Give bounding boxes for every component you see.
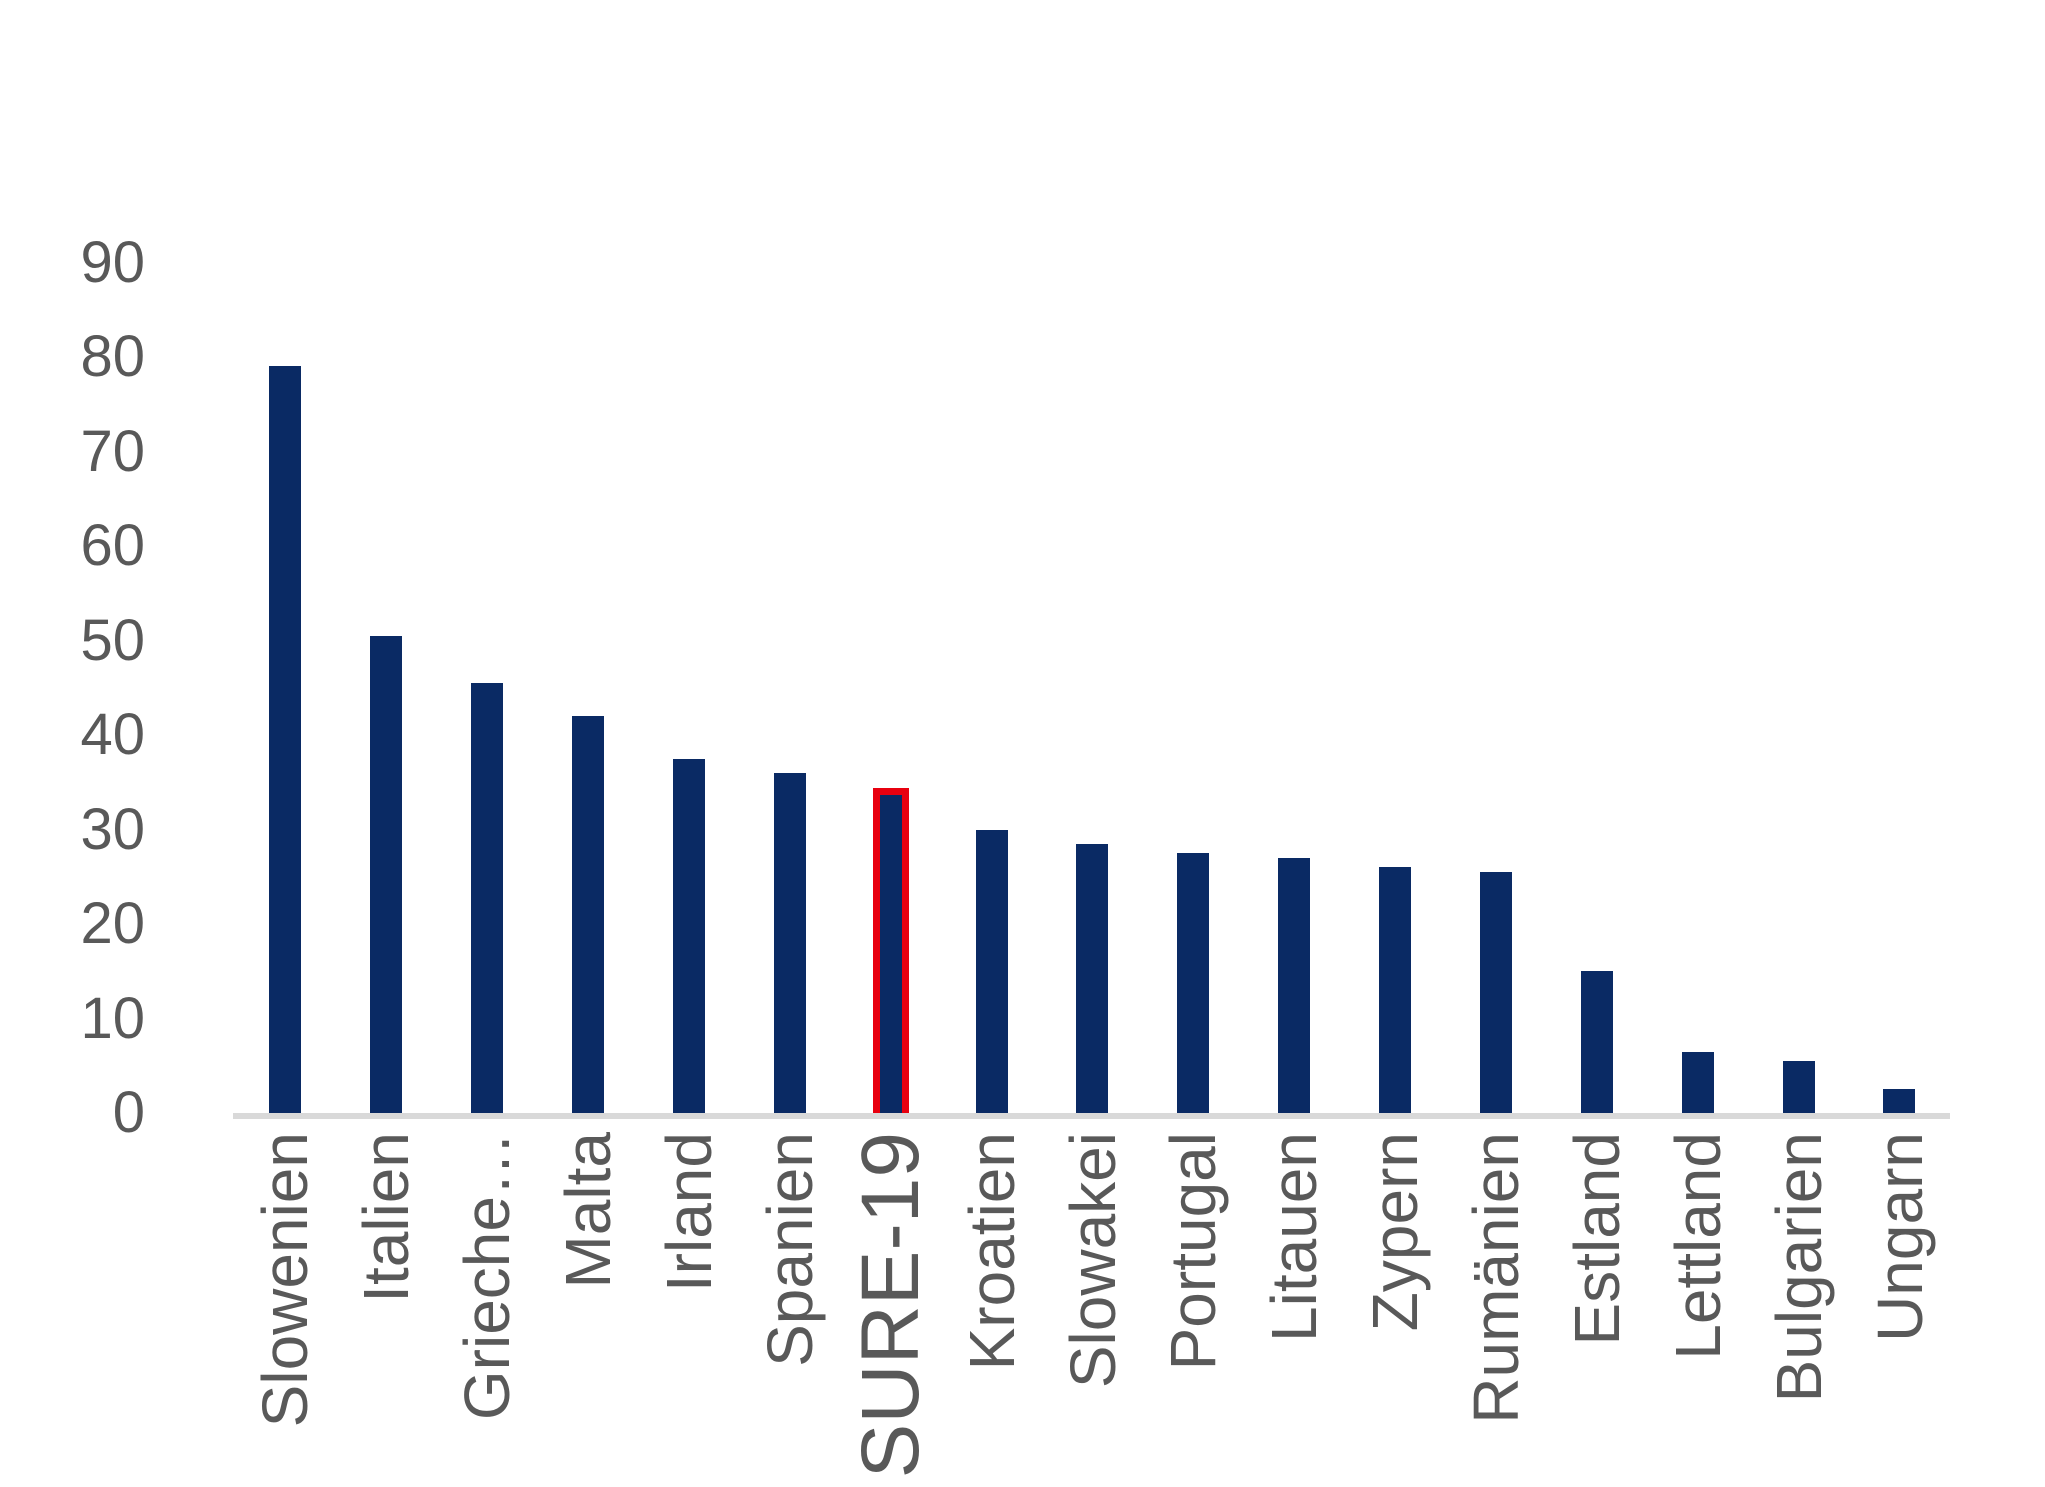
x-axis-label: Rumänien <box>1460 1132 1533 1424</box>
bar <box>269 366 302 1113</box>
x-axis-label: Grieche… <box>451 1132 524 1421</box>
bar-column-italien <box>336 0 437 1113</box>
bar <box>1782 1061 1815 1113</box>
y-axis-tick-label: 0 <box>112 1080 145 1145</box>
bar <box>1177 853 1210 1113</box>
bar <box>773 772 806 1113</box>
bar <box>370 635 403 1113</box>
x-axis-label: Ungarn <box>1863 1132 1936 1342</box>
bar <box>1379 867 1412 1113</box>
x-axis-label: SURE-19 <box>844 1132 936 1479</box>
x-axis-label: Zypern <box>1359 1132 1432 1332</box>
x-axis-label: Bulgarien <box>1762 1132 1835 1403</box>
bar <box>874 791 907 1113</box>
bar-column-lettland <box>1647 0 1748 1113</box>
x-axis-label: Kroatien <box>955 1132 1028 1371</box>
bar-column-rum-nien <box>1446 0 1547 1113</box>
highlight-outline <box>872 787 909 1113</box>
bar <box>672 758 705 1113</box>
y-axis-tick-label: 10 <box>80 985 145 1051</box>
bar <box>471 683 504 1113</box>
y-axis-tick-label: 90 <box>80 229 145 295</box>
bar-column-kroatien <box>941 0 1042 1113</box>
bar <box>1883 1089 1916 1113</box>
y-axis-tick-label: 40 <box>80 702 145 767</box>
y-axis-tick-label: 70 <box>80 418 145 484</box>
x-axis-label: Irland <box>652 1132 725 1293</box>
bar <box>975 829 1008 1113</box>
x-axis-label: Slowakei <box>1056 1132 1129 1389</box>
bar <box>1681 1051 1714 1113</box>
bar-column-spanien <box>739 0 840 1113</box>
bar-column-malta <box>538 0 639 1113</box>
bar <box>1278 857 1311 1113</box>
bar-column-slowakei <box>1042 0 1143 1113</box>
y-axis-tick-label: 30 <box>80 796 145 862</box>
bar-column-portugal <box>1143 0 1244 1113</box>
bar-column-ungarn <box>1849 0 1950 1113</box>
x-axis-label: Spanien <box>753 1132 826 1367</box>
bar-column-irland <box>639 0 740 1113</box>
x-axis-label: Malta <box>552 1132 625 1289</box>
x-axis-line <box>233 1113 1950 1119</box>
bar-column-estland <box>1546 0 1647 1113</box>
bar-column-grieche- <box>437 0 538 1113</box>
bar-column-bulgarien <box>1748 0 1849 1113</box>
bar-column-sure-19 <box>840 0 941 1113</box>
x-axis-label: Lettland <box>1661 1132 1734 1360</box>
bar-column-slowenien <box>235 0 336 1113</box>
x-axis-label: Italien <box>350 1132 423 1303</box>
x-axis-label: Slowenien <box>249 1132 322 1428</box>
plot-area <box>235 0 1950 1113</box>
x-axis-label: Portugal <box>1157 1132 1230 1371</box>
bar <box>572 716 605 1113</box>
y-axis-tick-label: 50 <box>80 607 145 673</box>
bar <box>1076 843 1109 1113</box>
bar <box>1479 872 1512 1113</box>
x-axis-label: Litauen <box>1258 1132 1331 1342</box>
bar-column-litauen <box>1244 0 1345 1113</box>
bar-column-zypern <box>1345 0 1446 1113</box>
y-axis-tick-label: 20 <box>80 891 145 956</box>
y-axis-tick-label: 60 <box>80 513 145 578</box>
y-axis-tick-label: 80 <box>80 324 145 389</box>
x-axis-label: Estland <box>1560 1132 1633 1346</box>
bar <box>1580 971 1613 1113</box>
